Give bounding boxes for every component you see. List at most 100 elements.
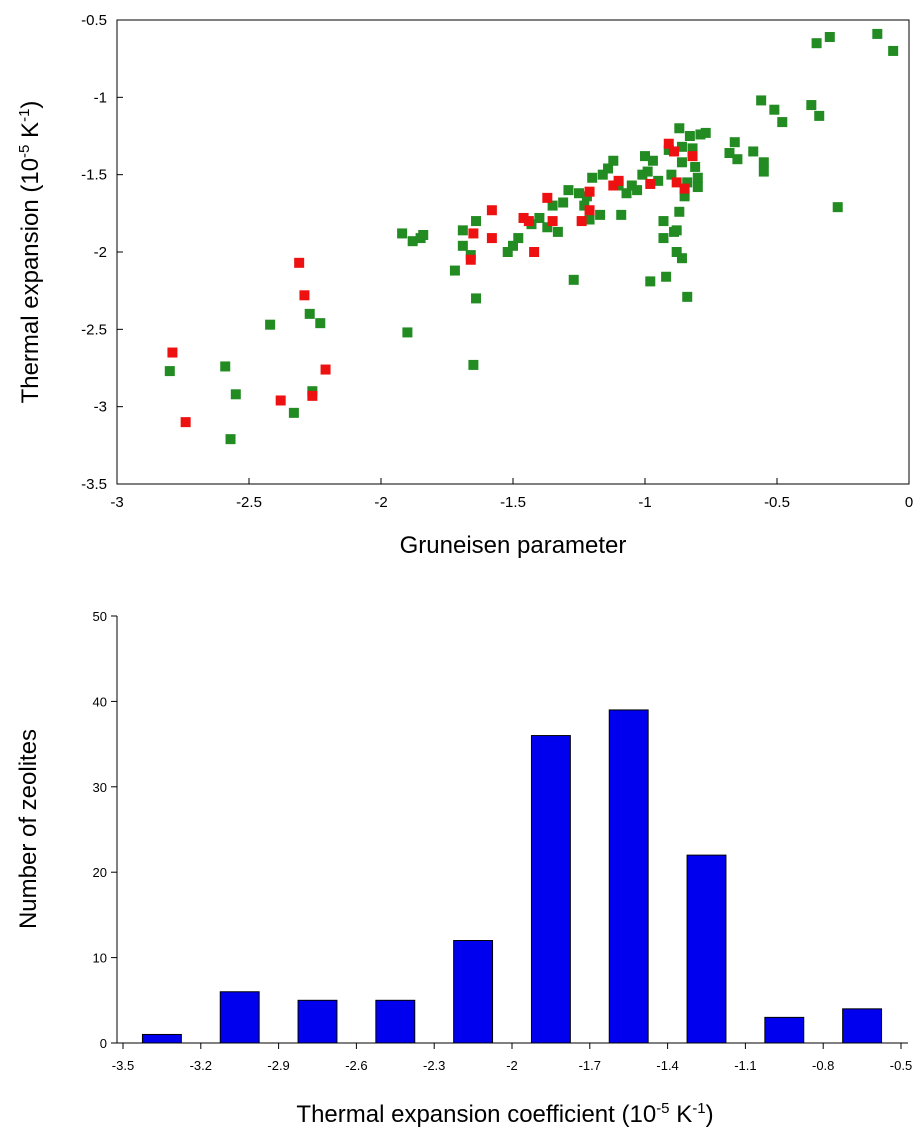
scatter-y-tick-label: -1.5 [81, 167, 107, 184]
scatter-point-green [632, 185, 643, 196]
scatter-point-green [407, 236, 418, 247]
scatter-point-red [547, 216, 558, 227]
scatter-point-green [671, 247, 682, 257]
scatter-point-red [669, 146, 680, 157]
histogram-x-tick-label: -1.7 [579, 1058, 601, 1073]
scatter-point-green [587, 172, 598, 183]
scatter-point-green [687, 143, 698, 154]
histogram-x-tick-label: -3.2 [190, 1058, 212, 1073]
histogram-y-tick-label: 20 [93, 865, 107, 880]
histogram-x-tick-label: -2.3 [423, 1058, 445, 1073]
scatter-point-green [621, 188, 632, 199]
scatter-point-green [508, 240, 518, 251]
scatter-point-green [653, 175, 664, 186]
scatter-point-green [700, 127, 711, 138]
scatter-point-green [729, 137, 740, 148]
scatter-point-green [647, 155, 658, 166]
scatter-point-red [523, 216, 534, 227]
scatter-point-green [676, 157, 687, 168]
histogram-bar [686, 854, 727, 1044]
scatter-point-green [674, 206, 685, 217]
scatter-x-tick-label: -1.5 [500, 494, 526, 511]
scatter-point-green [769, 104, 780, 115]
scatter-point-green [658, 216, 669, 227]
scatter-point-green [397, 228, 408, 239]
scatter-point-green [674, 123, 685, 134]
scatter-point-green [684, 131, 695, 141]
scatter-point-green [579, 200, 590, 211]
scatter-point-green [692, 172, 703, 183]
scatter-point-green [502, 247, 513, 257]
scatter-point-green [645, 276, 656, 287]
scatter-point-green [777, 117, 788, 128]
scatter-point-green [663, 144, 674, 155]
scatter-point-green [265, 319, 276, 330]
scatter-point-red [486, 233, 497, 244]
scatter-point-red [584, 186, 595, 197]
histogram-y-tick-label: 50 [93, 609, 107, 624]
scatter-x-tick-label: 0 [905, 494, 913, 511]
scatter-point-red [307, 390, 318, 401]
histogram-bar [375, 999, 416, 1044]
scatter-point-green [164, 366, 175, 377]
scatter-point-green [616, 209, 627, 220]
scatter-point-green [547, 200, 558, 211]
scatter-point-green [220, 361, 231, 372]
scatter-point-green [642, 166, 653, 177]
histogram-bar [842, 1008, 883, 1044]
scatter-point-green [534, 212, 545, 223]
scatter-point-green [457, 240, 468, 251]
scatter-point-green [640, 151, 650, 162]
histogram-y-axis-title: Number of zeolites [15, 729, 42, 929]
scatter-point-red [687, 151, 698, 162]
scatter-point-red [576, 216, 587, 227]
scatter-point-green [682, 291, 693, 302]
scatter-plot-frame [116, 19, 910, 485]
scatter-point-green [679, 191, 690, 202]
scatter-point-green [732, 154, 743, 165]
scatter-y-tick-label: -3.5 [81, 476, 107, 493]
histogram-x-tick-label: -2.6 [345, 1058, 367, 1073]
histogram-x-tick-label: -2.9 [267, 1058, 289, 1073]
scatter-point-green [676, 253, 687, 264]
scatter-point-green [563, 185, 574, 196]
histogram-x-axis-title: Thermal expansion coefficient (10-5 K-1) [296, 1100, 713, 1128]
scatter-point-red [465, 254, 476, 265]
scatter-point-green [230, 389, 241, 400]
scatter-point-green [595, 209, 606, 220]
scatter-point-green [304, 308, 315, 319]
scatter-point-green [584, 214, 595, 225]
scatter-point-green [724, 148, 735, 159]
scatter-point-red [608, 180, 619, 191]
scatter-point-green [695, 129, 706, 140]
scatter-point-green [832, 202, 843, 213]
scatter-point-green [666, 169, 677, 180]
scatter-x-tick-label: -0.5 [764, 494, 790, 511]
scatter-point-green [513, 233, 524, 244]
scatter-point-green [542, 222, 553, 233]
scatter-x-tick-label: -2 [374, 494, 387, 511]
scatter-point-green [806, 100, 817, 111]
scatter-point-red [180, 417, 191, 428]
scatter-point-green [661, 271, 672, 282]
scatter-point-green [626, 180, 637, 191]
scatter-x-tick-label: -2.5 [236, 494, 262, 511]
scatter-point-green [288, 407, 299, 418]
scatter-point-green [315, 318, 326, 329]
histogram-bar [453, 940, 494, 1044]
scatter-points [164, 28, 899, 445]
scatter-point-green [824, 32, 835, 43]
scatter-chart: -3 -2.5 -2 -1.5 -1 -0.5 0 -3.5-3-2.5-2-1.5-1-0… [16, 12, 913, 559]
scatter-point-green [676, 141, 687, 152]
scatter-point-red [518, 212, 529, 223]
scatter-x-ticks: -3 -2.5 -2 -1.5 -1 -0.5 0 [110, 478, 913, 511]
histogram-bar [219, 991, 260, 1044]
scatter-point-red [529, 247, 540, 257]
scatter-point-red [486, 205, 497, 216]
histogram-bars [141, 709, 883, 1044]
scatter-point-red [645, 178, 656, 189]
scatter-point-red [542, 192, 553, 203]
histogram-chart: 0 10 20 30 40 50 -3.5 -3.2 -2.9 -2.6 -2.3 -2 -1.7 -1… [15, 609, 912, 1128]
scatter-x-axis-title: Gruneisen parameter [400, 532, 627, 559]
